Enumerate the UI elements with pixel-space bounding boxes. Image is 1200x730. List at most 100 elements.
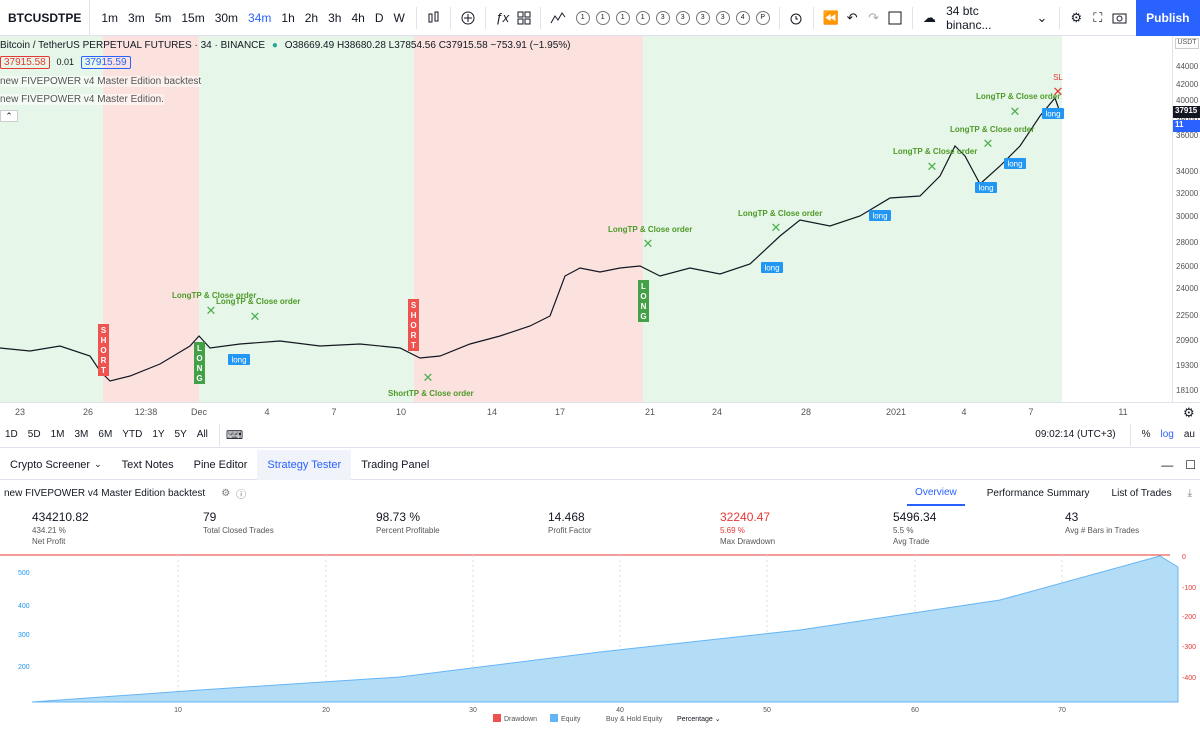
indicator-shortcut-1[interactable]: 1 (595, 10, 610, 25)
time-label: 4 (264, 407, 270, 417)
tab-crypto-screener[interactable]: Crypto Screener ⌄ (10, 458, 102, 471)
tab-performance-summary[interactable]: Performance Summary (986, 487, 1090, 499)
tp-label: LongTP & Close order (738, 209, 822, 218)
strategy-settings-icon[interactable]: ⚙ (221, 487, 231, 499)
tab-trading-panel[interactable]: Trading Panel (361, 458, 430, 471)
range-1y[interactable]: 1Y (152, 429, 165, 440)
metric-sub: 5.5 % (893, 526, 914, 535)
range-5y[interactable]: 5Y (174, 429, 187, 440)
bid-price[interactable]: 37915.58 (0, 56, 50, 69)
interval-30m[interactable]: 30m (214, 10, 239, 25)
grid-icon[interactable] (513, 7, 534, 29)
interval-3m[interactable]: 3m (128, 10, 145, 25)
tab-strategy-tester[interactable]: Strategy Tester (257, 449, 352, 480)
indicator-shortcut-5[interactable]: 3 (675, 10, 690, 25)
interval-34m[interactable]: 34m (248, 10, 272, 25)
collapse-legend-icon[interactable]: ⌃ (0, 110, 18, 122)
auto-toggle[interactable]: au (1183, 429, 1195, 440)
replay-icon[interactable]: ⏪ (822, 9, 839, 25)
indicator-shortcut-0[interactable]: 1 (575, 10, 590, 25)
interval-3h[interactable]: 3h (328, 10, 342, 25)
gear-icon[interactable]: ⚙ (1070, 9, 1083, 25)
chevron-down-icon[interactable]: ⌄ (1036, 9, 1048, 25)
time-axis[interactable]: 23 26 12:38 Dec 4 7 10 14 17 21 24 28 2021 4 7 11 ⚙ (0, 402, 1200, 422)
indicator-shortcut-6[interactable]: 3 (695, 10, 710, 25)
price-axis[interactable]: USDT 44000420004000038000360003400032000… (1172, 36, 1200, 402)
indicators-icon[interactable]: ƒx (495, 10, 510, 25)
strategy-chart-icon[interactable] (547, 7, 568, 29)
symbol-title[interactable]: Bitcoin / TetherUS PERPETUAL FUTURES · 3… (0, 40, 266, 51)
range-all[interactable]: All (196, 429, 208, 440)
price-chart[interactable]: ✕ LongTP & Close order ✕ LongTP & Close ord… (0, 36, 1172, 402)
currency-badge[interactable]: USDT (1175, 38, 1199, 49)
minimize-icon[interactable]: — (1161, 457, 1174, 472)
strategy-name[interactable]: new FIVEPOWER v4 Master Edition backtest (4, 487, 206, 499)
range-1m[interactable]: 1M (50, 429, 65, 440)
tab-pine-editor[interactable]: Pine Editor (193, 458, 248, 471)
layout-name[interactable]: 34 btc binanc... (946, 3, 992, 32)
range-ytd[interactable]: YTD (122, 429, 143, 440)
top-toolbar: BTCUSDTPE 1m 3m 5m 15m 30m 34m 1h 2h 3h 4h D W ƒx 1… (0, 0, 1200, 36)
interval-1h[interactable]: 1h (281, 10, 295, 25)
percent-toggle[interactable]: % (1141, 429, 1151, 440)
symbol-search[interactable]: BTCUSDTPE (0, 0, 91, 35)
tp-label: LongTP & Close order (976, 92, 1060, 101)
time-label: 7 (1028, 407, 1034, 417)
interval-15m[interactable]: 15m (181, 10, 205, 25)
equity-chart[interactable]: 500 400 300 200 0 -100 -200 -300 -400 10 20 30 40 50 6… (0, 552, 1200, 730)
range-3m[interactable]: 3M (74, 429, 89, 440)
indicator-shortcut-8[interactable]: 4 (735, 10, 750, 25)
log-toggle[interactable]: log (1160, 429, 1174, 440)
tab-list-of-trades[interactable]: List of Trades (1111, 487, 1172, 499)
maximize-icon[interactable]: ☐ (1185, 457, 1196, 472)
equity-right-label: 0 (1182, 554, 1186, 561)
indicator-legend-backtest[interactable]: new FIVEPOWER v4 Master Edition backtest (0, 76, 202, 87)
go-to-date-icon[interactable]: ⌨ (225, 427, 244, 442)
clock-time[interactable]: 09:02:14 (UTC+3) (1035, 429, 1116, 440)
indicator-legend-signal[interactable]: new FIVEPOWER v4 Master Edition. (0, 94, 164, 105)
range-1d[interactable]: 1D (5, 429, 18, 440)
camera-icon[interactable] (1108, 7, 1129, 29)
tab-overview[interactable]: Overview (907, 480, 965, 506)
price-label: 20900 (1176, 336, 1199, 345)
settings-gear-icon[interactable]: ⚙ (1183, 405, 1195, 420)
publish-button[interactable]: Publish (1135, 0, 1200, 36)
interval-4h[interactable]: 4h (351, 10, 365, 25)
strategy-info-icon[interactable]: ⓘ (236, 489, 247, 501)
indicator-shortcut-7[interactable]: 3 (715, 10, 730, 25)
interval-W[interactable]: W (393, 10, 405, 25)
indicator-shortcut-9[interactable]: P (755, 10, 770, 25)
tab-text-notes[interactable]: Text Notes (121, 458, 174, 471)
time-label: 4 (961, 407, 967, 417)
ask-price[interactable]: 37915.59 (80, 56, 131, 69)
short-tag-letter: S (101, 326, 107, 335)
fullscreen-icon[interactable]: ⛶ (1093, 9, 1103, 25)
short-tag-letter: R (411, 331, 417, 340)
range-5d[interactable]: 5D (27, 429, 41, 440)
compare-add-icon[interactable] (457, 7, 478, 29)
tp-label: LongTP & Close order (893, 147, 977, 156)
interval-5m[interactable]: 5m (154, 10, 172, 25)
interval-1m[interactable]: 1m (101, 10, 119, 25)
long-tag (975, 182, 997, 193)
redo-icon[interactable]: ↷ (868, 9, 880, 25)
legend-equity: Equity (561, 716, 581, 723)
indicator-shortcut-3[interactable]: 1 (635, 10, 650, 25)
live-dot-icon: ● (271, 40, 278, 51)
chevron-down-icon[interactable]: ⌄ (94, 459, 102, 469)
alert-clock-icon[interactable] (786, 7, 807, 29)
range-6m[interactable]: 6M (98, 429, 113, 440)
candles-icon[interactable] (423, 7, 444, 29)
export-icon[interactable]: ⤓ (1187, 487, 1192, 499)
indicator-shortcut-2[interactable]: 1 (615, 10, 630, 25)
undo-icon[interactable]: ↶ (846, 9, 858, 25)
chart-canvas[interactable]: ✕LongTP & Close order✕LongTP & Close ord… (0, 36, 1172, 402)
interval-D[interactable]: D (374, 10, 384, 25)
long-signal-tag-letter: N (641, 302, 647, 311)
indicator-shortcut-4[interactable]: 3 (655, 10, 670, 25)
interval-2h[interactable]: 2h (304, 10, 319, 25)
checkbox-icon[interactable] (884, 7, 905, 29)
long-tag (1042, 108, 1064, 119)
legend-drawdown-swatch (493, 714, 501, 722)
